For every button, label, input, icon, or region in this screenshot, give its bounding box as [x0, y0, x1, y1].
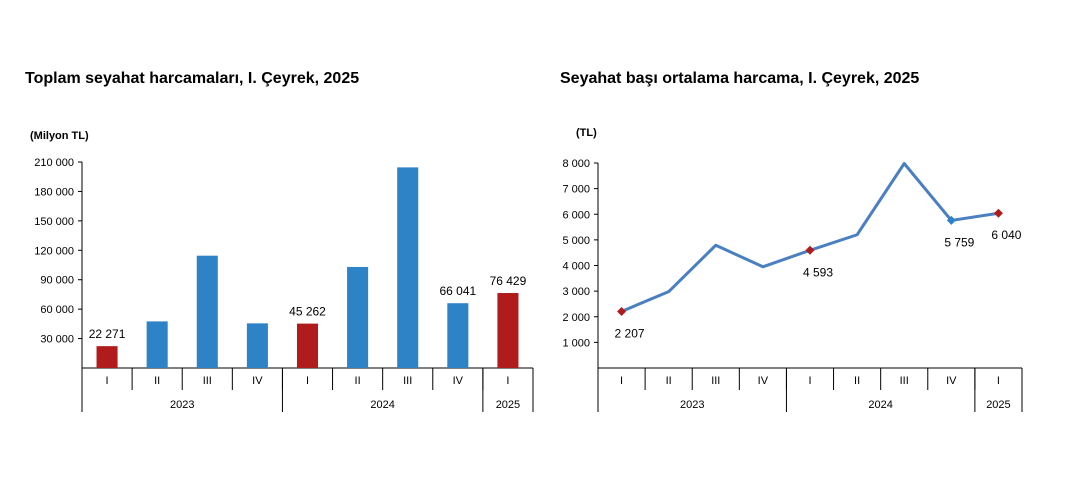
bar: [146, 321, 168, 368]
bar: [397, 167, 419, 368]
series-line: [620, 162, 999, 313]
bar: [447, 303, 469, 368]
bar: [196, 255, 218, 368]
line-chart-year-label: 2024: [868, 399, 892, 411]
line-chart-y-tick-label: 1 000: [562, 337, 590, 349]
bar-chart-year-label: 2025: [496, 399, 520, 411]
line-data-label: 5 759: [944, 235, 974, 249]
line-chart-x-tick-label: I: [620, 375, 623, 387]
bar-data-label: 76 429: [490, 274, 527, 288]
bar-chart-year-label: 2024: [370, 399, 394, 411]
bar: [497, 293, 519, 368]
line-data-label: 2 207: [615, 326, 645, 340]
line-chart-y-tick-label: 2 000: [562, 312, 590, 324]
bar-chart-x-tick-label: II: [355, 375, 361, 387]
line-chart-year-label: 2023: [680, 399, 704, 411]
line-chart-y-tick-label: 5 000: [562, 235, 590, 247]
line-point-marker: [805, 245, 815, 255]
bar-chart-year-label: 2023: [170, 399, 194, 411]
bar-chart-x-tick-label: III: [203, 375, 212, 387]
line-chart-x-tick-label: I: [997, 375, 1000, 387]
bar-chart-x-tick-label: III: [403, 375, 412, 387]
line-chart-x-tick-label: IV: [946, 375, 957, 387]
bar-chart-y-tick-label: 90 000: [40, 275, 74, 287]
bar-chart-y-tick-label: 60 000: [40, 304, 74, 316]
line-chart-y-tick-label: 8 000: [562, 158, 590, 170]
line-point-marker: [946, 215, 956, 225]
line-chart-x-tick-label: IV: [758, 375, 769, 387]
bar-chart-x-tick-label: I: [306, 375, 309, 387]
bar: [296, 323, 319, 368]
bar-chart-x-tick-label: I: [506, 375, 509, 387]
bar: [347, 266, 369, 368]
bar-data-label: 22 271: [89, 327, 126, 341]
bar-chart-y-unit-label: (Milyon TL): [30, 130, 89, 142]
bar-chart-y-tick-label: 120 000: [34, 245, 74, 257]
line-chart-y-unit-label: (TL): [576, 127, 597, 139]
line-point-marker: [617, 306, 627, 316]
line-chart-x-tick-label: III: [711, 375, 720, 387]
line-data-label: 4 593: [803, 265, 833, 279]
line-chart-year-label: 2025: [986, 399, 1010, 411]
line-point-marker: [993, 208, 1003, 218]
line-chart-y-tick-label: 3 000: [562, 286, 590, 298]
left-chart-title: Toplam seyahat harcamaları, I. Çeyrek, 2…: [25, 70, 360, 87]
bar-chart-x-tick-label: I: [106, 375, 109, 387]
line-chart-x-tick-label: II: [666, 375, 672, 387]
bar-chart-x-tick-label: IV: [453, 375, 464, 387]
bar-data-label: 66 041: [439, 284, 476, 298]
line-chart-x-tick-label: I: [808, 375, 811, 387]
line-chart-y-tick-label: 6 000: [562, 209, 590, 221]
line-data-label: 6 040: [991, 228, 1021, 242]
bar-data-label: 45 262: [289, 305, 326, 319]
bar: [246, 323, 268, 368]
line-chart-y-tick-label: 4 000: [562, 261, 590, 273]
line-chart-y-tick-label: 7 000: [562, 184, 590, 196]
bar-chart-y-tick-label: 210 000: [34, 157, 74, 169]
line-chart-x-tick-label: III: [900, 375, 909, 387]
bar-chart-y-tick-label: 150 000: [34, 216, 74, 228]
right-chart-title: Seyahat başı ortalama harcama, I. Çeyrek…: [560, 70, 920, 87]
bar-chart-x-tick-label: II: [154, 375, 160, 387]
line-chart-x-tick-label: II: [854, 375, 860, 387]
bar-chart-y-tick-label: 30 000: [40, 334, 74, 346]
bar: [96, 346, 118, 368]
bar-chart-x-tick-label: IV: [252, 375, 263, 387]
bar-chart-y-tick-label: 180 000: [34, 186, 74, 198]
